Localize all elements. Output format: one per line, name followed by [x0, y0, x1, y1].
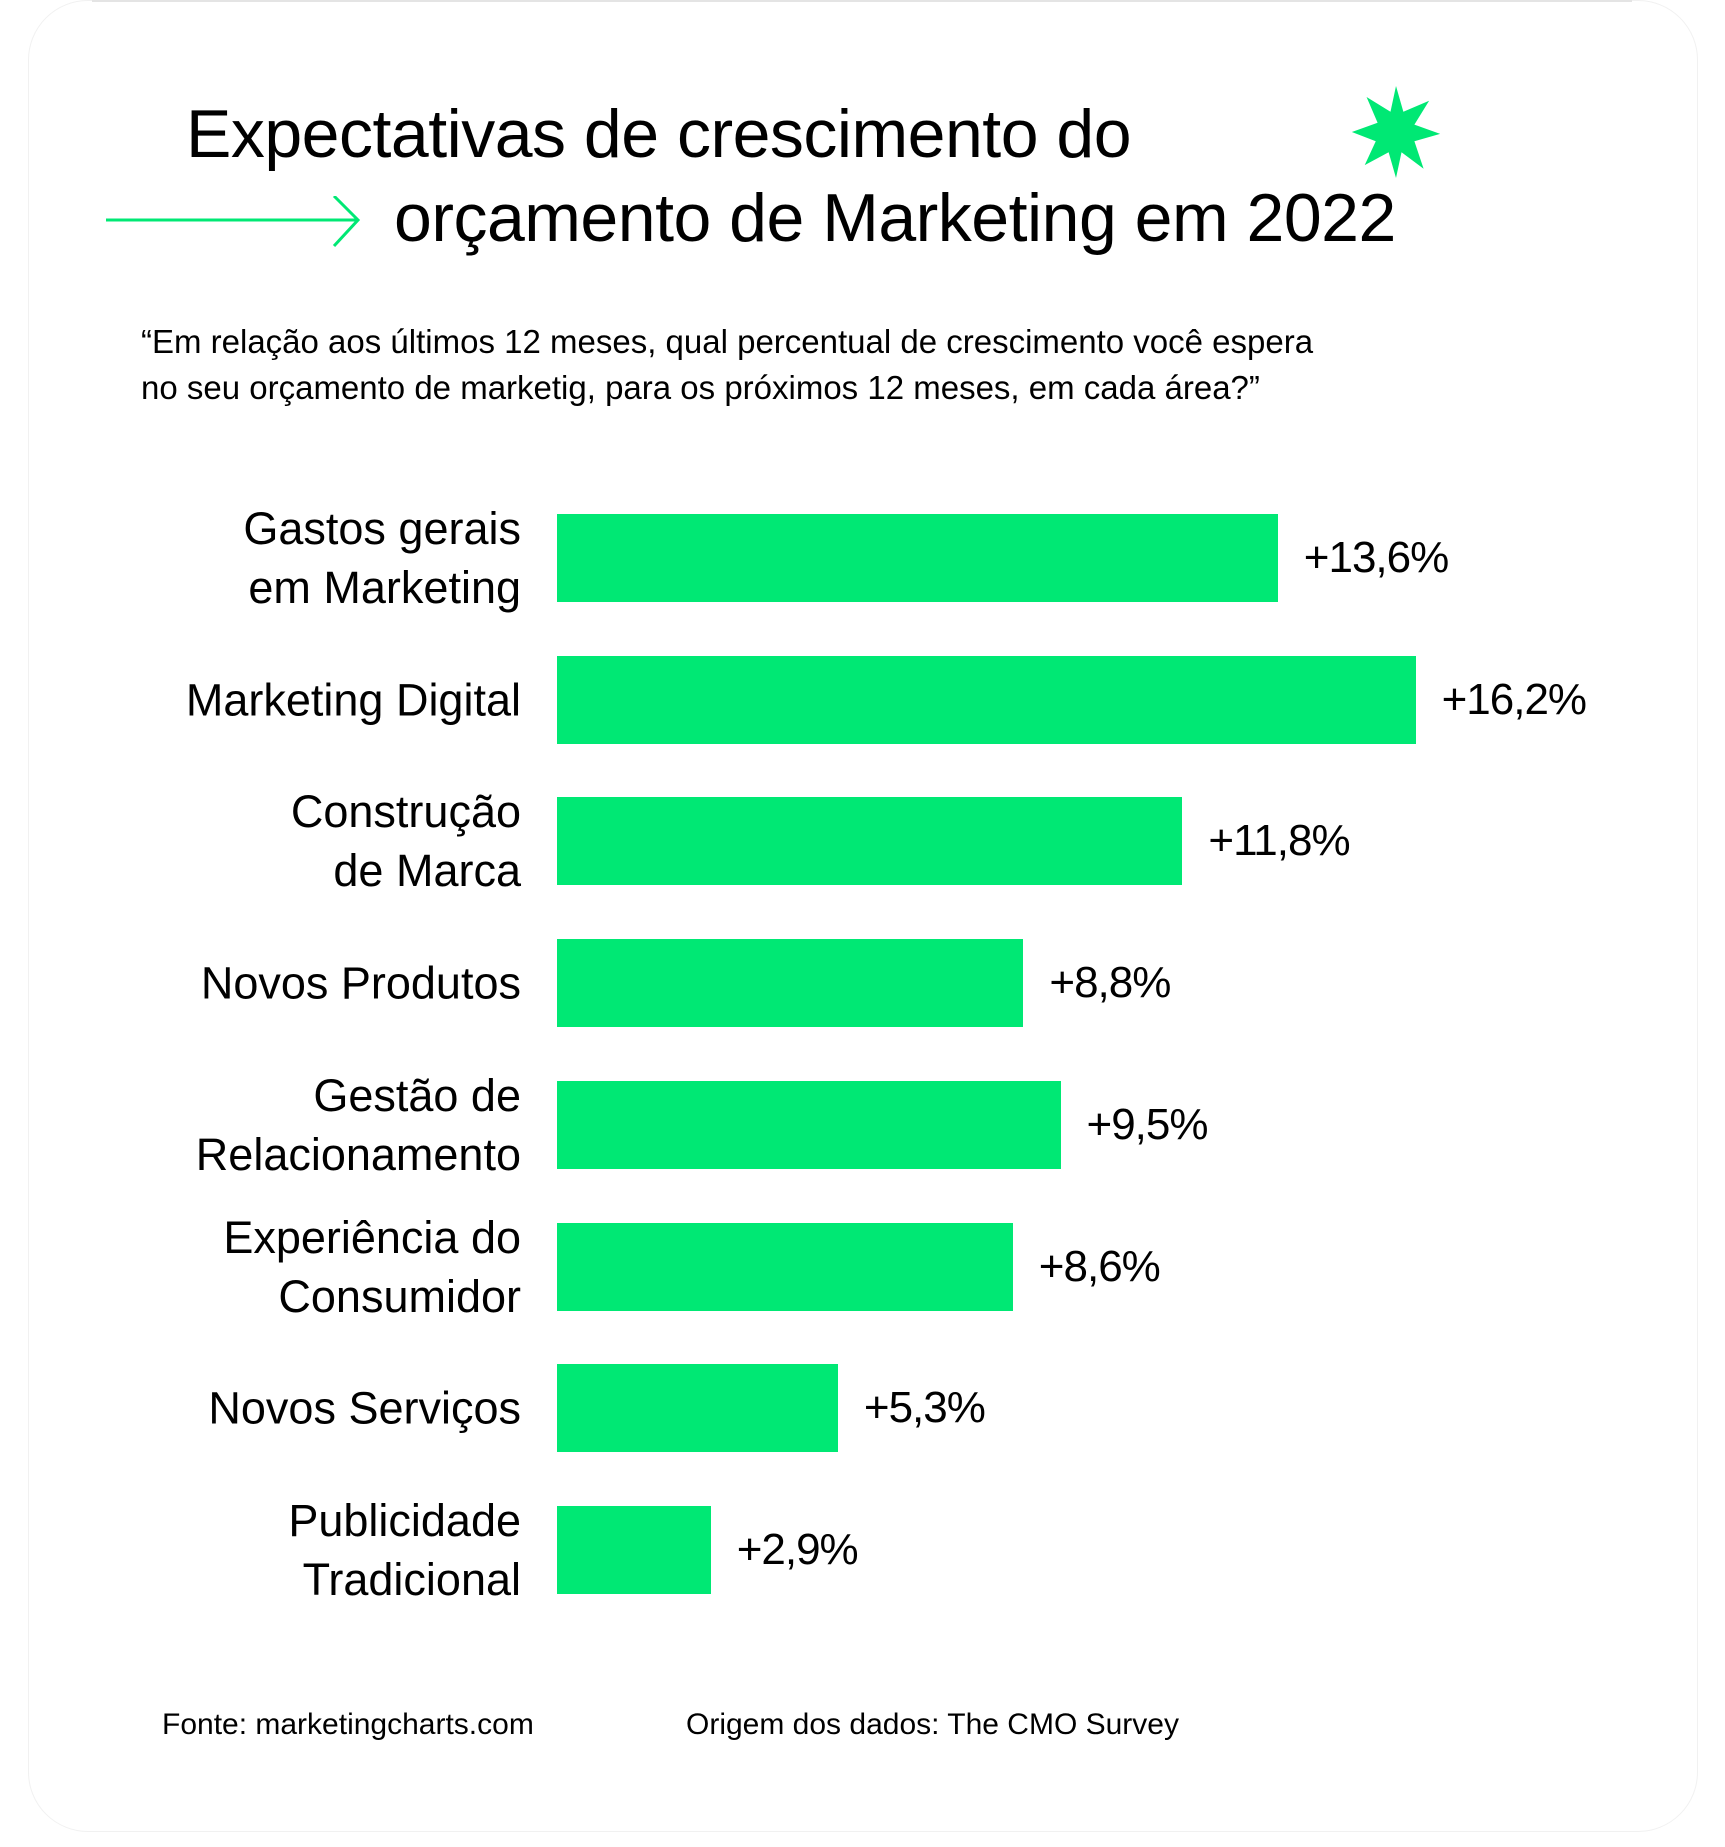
- category-label-line: Tradicional: [302, 1553, 521, 1605]
- data-label: +5,3%: [863, 1383, 986, 1433]
- chart-title-line2: orçamento de Marketing em 2022: [394, 180, 1396, 256]
- category-label: Experiência do Consumidor: [223, 1208, 521, 1326]
- category-label: Gastos gerais em Marketing: [243, 499, 521, 617]
- bar: [557, 797, 1183, 886]
- question-line2: no seu orçamento de marketig, para os pr…: [141, 369, 1260, 406]
- category-label: Publicidade Tradicional: [288, 1491, 521, 1609]
- category-label: Construção de Marca: [291, 782, 521, 900]
- category-label-line: Marketing Digital: [185, 674, 521, 726]
- data-label: +13,6%: [1303, 533, 1449, 582]
- category-label-line: Novos Produtos: [200, 957, 521, 1009]
- data-label: +16,2%: [1441, 674, 1587, 724]
- bar-row: Marketing Digital +16,2%: [0, 655, 1725, 744]
- category-label-line: de Marca: [333, 845, 521, 897]
- bar-row: Novos Serviços +5,3%: [0, 1364, 1725, 1453]
- data-label: +8,8%: [1049, 958, 1171, 1008]
- category-label-line: Gastos gerais: [243, 503, 521, 554]
- bar-row: Experiência do Consumidor +8,6%: [0, 1212, 1725, 1322]
- category-label-line: Publicidade: [288, 1494, 521, 1546]
- question-line1: “Em relação aos últimos 12 meses, qual p…: [141, 323, 1314, 360]
- data-label: +8,6%: [1038, 1241, 1161, 1291]
- category-label-line: Construção: [290, 786, 521, 838]
- arrow-right-icon: [106, 196, 361, 248]
- category-label: Novos Produtos: [201, 954, 521, 1013]
- category-label: Gestão de Relacionamento: [196, 1066, 521, 1184]
- bar: [557, 514, 1278, 602]
- source-note: Fonte: marketingcharts.com: [162, 1708, 534, 1741]
- category-label: Novos Serviços: [208, 1379, 521, 1438]
- category-label-line: Consumidor: [278, 1270, 521, 1322]
- data-label: +2,9%: [736, 1524, 859, 1574]
- bar: [557, 939, 1024, 1028]
- category-label-line: em Marketing: [248, 562, 521, 613]
- bar-row: Gestão de Relacionamento +9,5%: [0, 1070, 1725, 1180]
- bar: [557, 1364, 838, 1453]
- category-label-line: Novos Serviços: [208, 1382, 521, 1434]
- category-label-line: Experiência do: [223, 1211, 521, 1263]
- star-burst-icon: [1351, 86, 1441, 178]
- bar-row: Gastos gerais em Marketing +13,6%: [0, 503, 1725, 613]
- bar-row: Publicidade Tradicional +2,9%: [0, 1495, 1725, 1605]
- bar: [557, 1505, 711, 1594]
- data-label: +9,5%: [1086, 1099, 1209, 1149]
- category-label: Marketing Digital: [186, 670, 521, 729]
- bar-row: Novos Produtos +8,8%: [0, 939, 1725, 1028]
- chart-title-line1: Expectativas de crescimento do: [186, 96, 1132, 172]
- category-label-line: Relacionamento: [195, 1128, 521, 1180]
- top-divider: [92, 0, 1632, 2]
- category-label-line: Gestão de: [313, 1069, 521, 1121]
- bar: [557, 655, 1416, 744]
- data-origin-note: Origem dos dados: The CMO Survey: [686, 1708, 1179, 1741]
- bar-row: Construção de Marca +11,8%: [0, 786, 1725, 896]
- bar: [557, 1222, 1013, 1311]
- bar: [557, 1080, 1061, 1169]
- data-label: +11,8%: [1208, 816, 1350, 866]
